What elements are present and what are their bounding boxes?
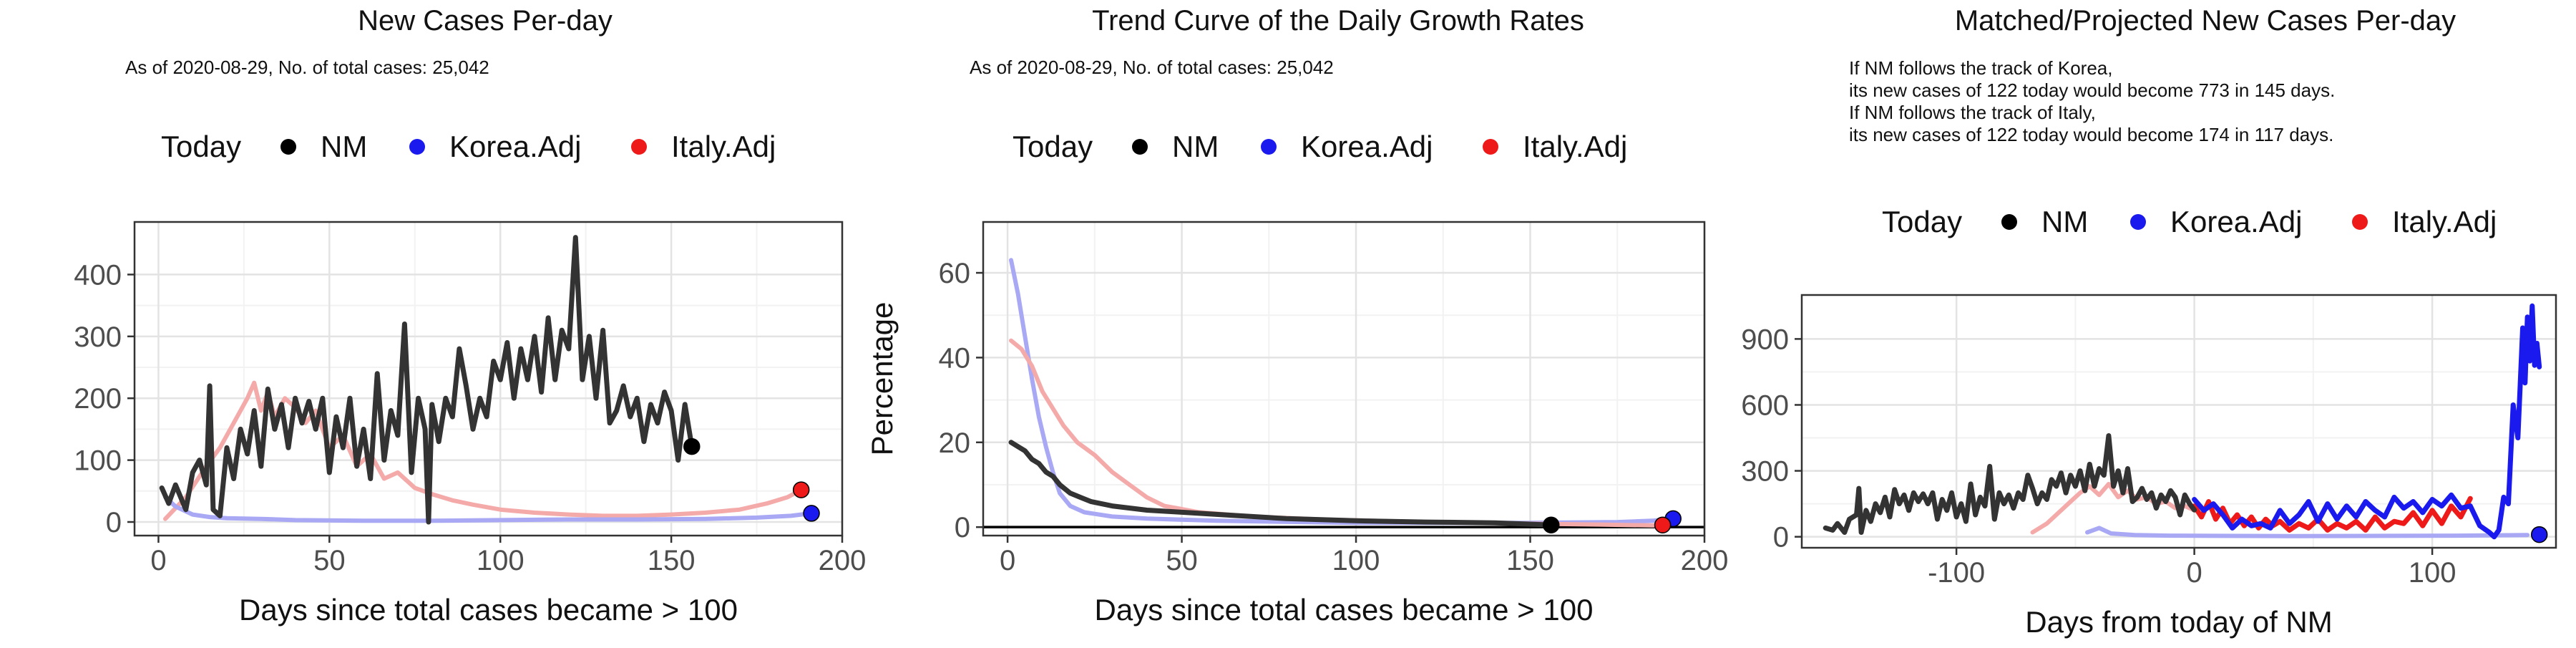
y-tick-label: 0 [106,507,122,538]
plot-area [983,222,1704,536]
legend-title: Today [1013,130,1093,163]
legend-dot-nm [280,139,296,155]
panel-3: Matched/Projected New Cases Per-day If NM… [1741,5,2557,639]
x-tick-label: 0 [1000,545,1015,576]
y-tick-label: 300 [74,321,122,353]
y-axis-label: Percentage [865,302,899,456]
legend-label: NM [1172,130,1219,163]
x-axis-label: Days since total cases became > 100 [239,593,738,627]
y-tick-label: 300 [1741,456,1789,488]
y-tick-label: 0 [1773,522,1789,553]
legend-dot-korea-adj [2130,214,2146,230]
today-point-italy-adj [792,481,810,498]
plot-area [135,222,842,536]
x-tick-label: 150 [1506,545,1554,576]
chart-subtitle: As of 2020-08-29, No. of total cases: 25… [970,57,1334,78]
legend-label: NM [2041,205,2088,238]
legend: Today NM Korea.Adj Italy.Adj [1013,130,1627,163]
legend-title: Today [161,130,241,163]
legend-label: NM [321,130,367,163]
x-tick-label: 100 [2409,557,2457,589]
panel-2: Trend Curve of the Daily Growth Rates As … [865,5,1728,627]
x-tick-label: 50 [313,545,346,576]
today-point-italy-adj [1654,516,1672,533]
series-line-korea-adj-faint [2085,526,2530,538]
series-line-nm [1008,440,1554,528]
x-tick-label: 100 [1332,545,1380,576]
y-tick-label: 60 [939,258,971,289]
y-tick-label: 100 [74,445,122,477]
x-tick-label: 50 [1166,545,1198,576]
series-group [1823,303,2548,543]
series-line-nm [159,235,695,525]
series-line-nm [1823,433,2197,535]
chart-subtitle: If NM follows the track of Italy, [1849,102,2096,123]
x-tick-label: 100 [477,545,525,576]
chart-subtitle: If NM follows the track of Korea, [1849,57,2112,79]
today-point-nm [683,437,701,455]
x-tick-label: 200 [819,545,867,576]
today-point-korea-adj [2530,526,2548,543]
legend-label: Korea.Adj [1301,130,1433,163]
y-tick-label: 900 [1741,324,1789,355]
legend-label: Italy.Adj [2392,205,2497,238]
series-group [1008,258,1682,533]
x-axis-label: Days from today of NM [2025,605,2332,639]
legend-label: Italy.Adj [671,130,776,163]
x-tick-label: 0 [150,545,166,576]
x-tick-label: 150 [648,545,696,576]
x-tick-label: 0 [2186,557,2202,589]
chart-subtitle: As of 2020-08-29, No. of total cases: 25… [125,57,489,78]
legend-dot-italy-adj [1483,139,1498,155]
y-tick-label: 600 [1741,390,1789,421]
today-point-korea-adj [803,505,820,522]
x-tick-label: 200 [1681,545,1729,576]
legend: Today NM Korea.Adj Italy.Adj [161,130,776,163]
y-tick-label: 20 [939,427,971,459]
legend-label: Korea.Adj [2170,205,2302,238]
x-tick-label: -100 [1928,557,1985,589]
legend: Today NM Korea.Adj Italy.Adj [1882,205,2497,238]
series-line-korea-adj-faint [163,495,814,523]
chart-subtitle: its new cases of 122 today would become … [1849,79,2335,101]
series-line-italy-adj-faint [2030,482,2197,535]
x-axis-label: Days since total cases became > 100 [1095,593,1594,627]
y-tick-label: 40 [939,342,971,374]
legend-dot-korea-adj [1261,139,1277,155]
y-tick-label: 400 [74,259,122,291]
chart-title: New Cases Per-day [358,5,613,37]
chart-title: Trend Curve of the Daily Growth Rates [1092,5,1584,37]
panel-1: New Cases Per-day As of 2020-08-29, No. o… [74,5,866,627]
y-tick-label: 200 [74,383,122,415]
legend-dot-nm [2001,214,2017,230]
legend-label: Italy.Adj [1523,130,1627,163]
chart-title: Matched/Projected New Cases Per-day [1955,5,2456,37]
legend-dot-italy-adj [2352,214,2368,230]
legend-title: Today [1882,205,1962,238]
legend-label: Korea.Adj [449,130,581,163]
legend-dot-korea-adj [409,139,425,155]
plot-frame [982,221,1706,537]
y-tick-label: 0 [955,512,970,543]
legend-dot-italy-adj [631,139,647,155]
series-group [159,235,820,525]
series-line-korea-adj [2192,303,2542,540]
today-point-nm [1542,516,1560,533]
chart-subtitle: its new cases of 122 today would become … [1849,124,2333,145]
plot-frame [1800,294,2557,549]
legend-dot-nm [1132,139,1148,155]
plot-frame [133,221,844,537]
